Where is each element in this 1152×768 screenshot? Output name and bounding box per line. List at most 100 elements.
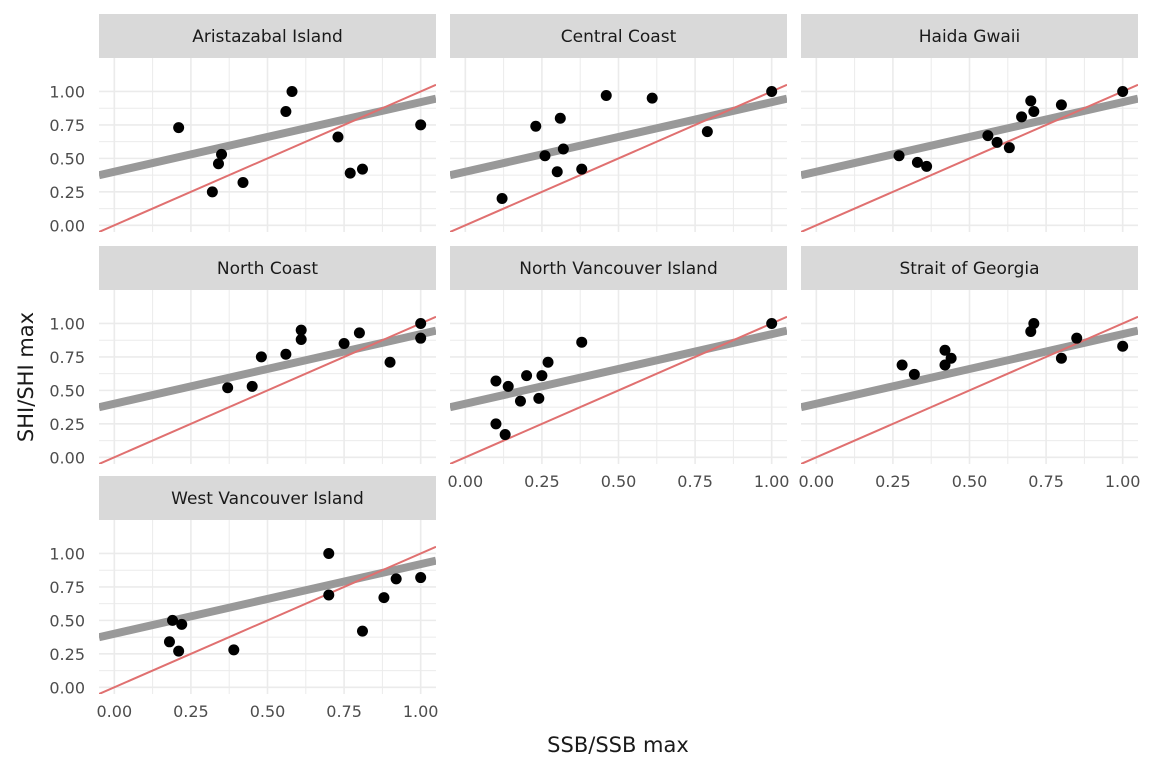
facet-strip-label: Aristazabal Island xyxy=(192,27,343,47)
facet-strip-label: Strait of Georgia xyxy=(899,259,1039,279)
data-point xyxy=(323,547,335,559)
x-tick-label: 0.75 xyxy=(677,472,713,491)
data-point xyxy=(521,370,533,382)
data-point xyxy=(991,136,1003,148)
data-point xyxy=(557,143,569,155)
data-point xyxy=(554,112,566,124)
y-tick-label: 0.25 xyxy=(49,415,85,434)
facet-strip xyxy=(99,246,436,290)
y-tick-label: 0.75 xyxy=(49,116,85,135)
data-point xyxy=(415,119,427,131)
y-tick-label: 1.00 xyxy=(49,82,85,101)
data-point xyxy=(533,392,545,404)
fit-line xyxy=(450,94,787,180)
reference-lines xyxy=(801,83,1138,232)
data-point xyxy=(415,332,427,344)
y-tick-label: 0.00 xyxy=(49,678,85,697)
data-point xyxy=(415,317,427,329)
data-point xyxy=(893,150,905,162)
data-point xyxy=(496,193,508,205)
x-tick-label: 0.00 xyxy=(97,702,133,721)
identity-line xyxy=(450,83,787,232)
x-tick-label: 0.00 xyxy=(448,472,484,491)
data-point xyxy=(344,167,356,179)
facet-strip xyxy=(801,246,1138,290)
data-point xyxy=(939,344,951,356)
data-point xyxy=(945,352,957,364)
x-tick-label: 0.50 xyxy=(952,472,988,491)
y-tick-label: 0.00 xyxy=(49,216,85,235)
data-point xyxy=(353,327,365,339)
facet-strip xyxy=(99,476,436,520)
panel-central-coast: Central Coast xyxy=(450,14,787,232)
x-tick-label: 0.25 xyxy=(173,702,209,721)
data-point xyxy=(332,131,344,143)
fit-line xyxy=(99,556,436,642)
panel-west-vancouver-island: West Vancouver Island 0.00 0.25 0.50 0.75 1.0… xyxy=(49,476,438,721)
identity-line xyxy=(801,83,1138,232)
data-point xyxy=(280,348,292,360)
identity-line xyxy=(99,83,436,232)
data-point xyxy=(646,92,658,104)
fit-line xyxy=(801,94,1138,180)
data-point xyxy=(896,359,908,371)
data-point xyxy=(222,382,234,394)
data-point xyxy=(280,106,292,118)
data-point xyxy=(911,156,923,168)
y-tick-label: 0.25 xyxy=(49,645,85,664)
reference-lines xyxy=(99,545,436,694)
y-tick-label: 1.00 xyxy=(49,544,85,563)
data-point xyxy=(216,148,228,160)
y-tick-label: 0.25 xyxy=(49,183,85,202)
data-point xyxy=(921,160,933,172)
fit-line xyxy=(99,94,436,180)
y-tick-label: 0.75 xyxy=(49,578,85,597)
data-point xyxy=(576,163,588,175)
data-point xyxy=(415,572,427,584)
data-point xyxy=(551,166,563,178)
y-tick-label: 1.00 xyxy=(49,314,85,333)
data-point xyxy=(173,645,185,657)
panel-north-coast: North Coast 0.00 0.25 0.50 0.75 1.00 xyxy=(49,246,436,467)
facet-strip xyxy=(450,246,787,290)
data-point xyxy=(766,317,778,329)
data-point xyxy=(286,85,298,97)
y-tick-label: 0.50 xyxy=(49,381,85,400)
facet-strip-label: West Vancouver Island xyxy=(171,489,364,509)
identity-line xyxy=(801,315,1138,464)
x-tick-label: 0.50 xyxy=(250,702,286,721)
data-point xyxy=(384,356,396,368)
data-point xyxy=(1071,332,1083,344)
facet-strip xyxy=(801,14,1138,58)
x-tick-label: 0.50 xyxy=(601,472,637,491)
data-point xyxy=(167,614,179,626)
fit-line xyxy=(801,326,1138,412)
x-tick-label: 0.25 xyxy=(875,472,911,491)
data-point xyxy=(1025,95,1037,107)
facet-strip xyxy=(450,14,787,58)
x-tick-label: 0.00 xyxy=(799,472,835,491)
facet-strip-label: North Coast xyxy=(217,259,318,279)
x-tick-label: 1.00 xyxy=(403,702,439,721)
data-point xyxy=(356,163,368,175)
fit-line xyxy=(99,326,436,412)
data-point xyxy=(1028,106,1040,118)
x-axis-title: SSB/SSB max xyxy=(547,733,689,757)
data-point xyxy=(1028,317,1040,329)
data-point xyxy=(536,370,548,382)
data-point xyxy=(338,338,350,350)
data-point xyxy=(576,336,588,348)
data-point xyxy=(600,89,612,101)
identity-line xyxy=(99,315,436,464)
data-point xyxy=(323,589,335,601)
data-point xyxy=(378,592,390,604)
fit-line xyxy=(450,326,787,412)
data-point xyxy=(1055,352,1067,364)
data-point xyxy=(1117,340,1129,352)
data-point xyxy=(295,334,307,346)
x-tick-label: 1.00 xyxy=(1105,472,1141,491)
panel-north-vancouver-island: North Vancouver Island 0.00 0.25 0.50 0.75 1.… xyxy=(448,246,789,491)
data-point xyxy=(1055,99,1067,111)
reference-lines xyxy=(801,315,1138,464)
